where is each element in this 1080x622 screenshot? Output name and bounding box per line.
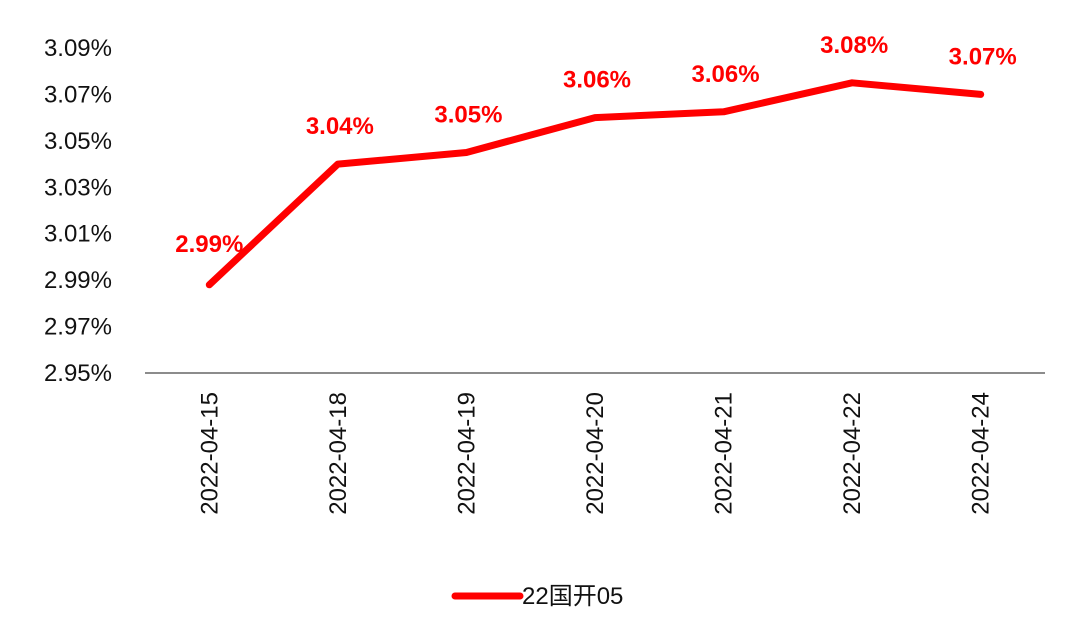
x-tick-label: 2022-04-21 <box>711 392 738 515</box>
data-label: 2.99% <box>175 231 243 258</box>
series-layer <box>205 79 985 289</box>
x-tick-label: 2022-04-22 <box>839 392 866 515</box>
y-tick-label: 3.03% <box>44 174 112 201</box>
y-tick-label: 2.97% <box>44 314 112 341</box>
x-tick-label: 2022-04-19 <box>453 392 480 515</box>
legend: 22国开05 <box>451 583 623 610</box>
data-label: 3.07% <box>949 43 1017 70</box>
x-tick-label: 2022-04-18 <box>325 392 352 515</box>
x-tick-label: 2022-04-24 <box>968 392 995 515</box>
data-label: 3.04% <box>306 113 374 140</box>
x-tick-label: 2022-04-20 <box>582 392 609 515</box>
data-label: 3.06% <box>692 61 760 88</box>
y-tick-label: 3.09% <box>44 35 112 62</box>
data-labels: 2.99% 3.04% 3.05% 3.06% 3.06% 3.08% 3.07% <box>175 32 1016 258</box>
data-label: 3.08% <box>820 32 888 59</box>
x-axis: 2022-04-15 2022-04-18 2022-04-19 2022-04-20… <box>196 392 994 515</box>
legend-label: 22国开05 <box>522 583 623 610</box>
y-axis: 2.95% 2.97% 2.99% 3.01% 3.03% 3.05% 3.07% 3.09% <box>44 35 112 387</box>
x-tick-label: 2022-04-15 <box>196 392 223 515</box>
y-tick-label: 3.01% <box>44 221 112 248</box>
y-tick-label: 3.07% <box>44 81 112 108</box>
y-tick-label: 3.05% <box>44 128 112 155</box>
y-tick-label: 2.99% <box>44 267 112 294</box>
y-tick-label: 2.95% <box>44 360 112 387</box>
series-line <box>205 79 985 289</box>
data-label: 3.06% <box>563 67 631 94</box>
data-label: 3.05% <box>434 101 502 128</box>
